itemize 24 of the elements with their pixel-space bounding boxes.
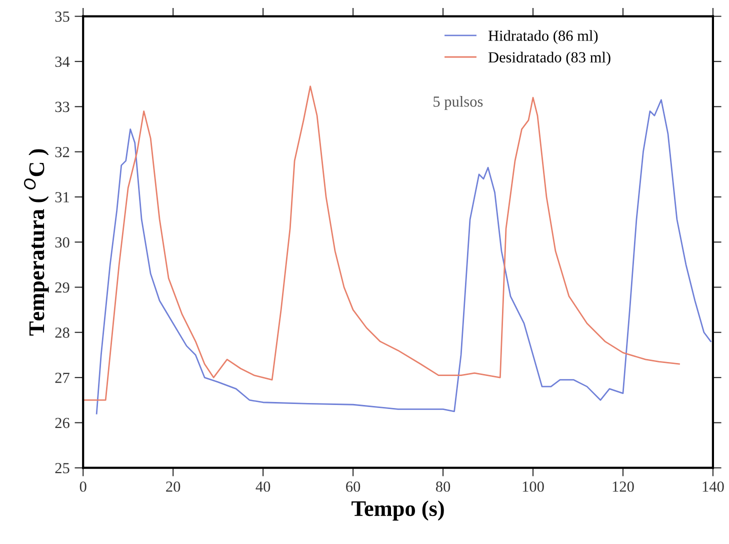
y-tick-label: 32 — [55, 146, 70, 158]
legend-label: Desidratado (83 ml) — [488, 52, 610, 66]
y-tick-label: 29 — [55, 282, 70, 293]
x-tick-label: 140 — [702, 481, 724, 492]
x-tick-label: 100 — [522, 481, 544, 492]
x-tick-label: 120 — [612, 481, 634, 492]
y-tick-label: 27 — [55, 372, 70, 383]
y-tick-label: 26 — [55, 418, 70, 428]
annotation: 5 pulsos — [434, 96, 483, 110]
x-tick-label: 20 — [166, 481, 180, 492]
y-tick-label: 25 — [55, 463, 70, 474]
y-tick-label: 35 — [55, 12, 70, 22]
x-tick-label: 80 — [436, 481, 450, 492]
legend-label: Hidratado (86 ml) — [488, 30, 598, 44]
x-tick-label: 40 — [256, 481, 270, 492]
y-axis-title: Temperatura ( $^{O}$C ) — [24, 149, 49, 336]
y-tick-label: 33 — [55, 102, 70, 112]
x-axis-title: Tempo (s) — [352, 500, 444, 521]
y-tick-label: 30 — [55, 237, 70, 248]
y-tick-label: 34 — [55, 56, 70, 67]
x-tick-label: 0 — [80, 481, 86, 492]
y-tick-label: 28 — [55, 328, 70, 338]
x-tick-label: 60 — [346, 481, 360, 492]
y-tick-label: 31 — [55, 192, 69, 202]
